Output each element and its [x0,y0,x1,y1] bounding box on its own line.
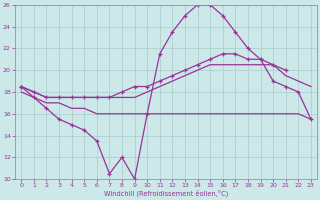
X-axis label: Windchill (Refroidissement éolien,°C): Windchill (Refroidissement éolien,°C) [104,190,228,197]
